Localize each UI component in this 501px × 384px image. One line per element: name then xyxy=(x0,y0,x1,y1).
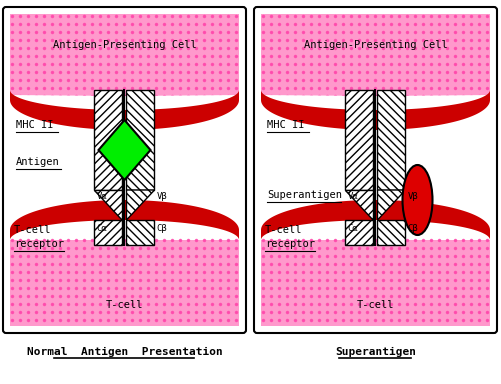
Text: Vα: Vα xyxy=(96,192,107,201)
Text: T-cell: T-cell xyxy=(106,300,143,310)
Bar xyxy=(377,90,405,190)
Ellipse shape xyxy=(402,165,432,235)
Bar xyxy=(126,220,154,245)
Bar xyxy=(261,14,489,99)
Bar xyxy=(94,90,122,190)
Text: MHC II: MHC II xyxy=(267,120,304,130)
Polygon shape xyxy=(94,190,122,220)
Text: Cα: Cα xyxy=(347,224,358,233)
Text: T-cell: T-cell xyxy=(356,300,393,310)
Bar xyxy=(345,220,373,245)
Polygon shape xyxy=(261,200,489,240)
Text: Vβ: Vβ xyxy=(407,192,417,201)
Bar xyxy=(345,90,373,190)
Bar xyxy=(377,90,405,190)
Polygon shape xyxy=(126,190,154,220)
Bar xyxy=(345,220,373,245)
Text: Vβ: Vβ xyxy=(156,192,167,201)
Bar xyxy=(126,90,154,190)
Bar xyxy=(126,220,154,245)
Bar xyxy=(10,240,238,326)
Polygon shape xyxy=(98,120,150,180)
Polygon shape xyxy=(10,95,238,115)
Text: receptor: receptor xyxy=(14,239,64,249)
FancyBboxPatch shape xyxy=(3,7,245,333)
Text: receptor: receptor xyxy=(265,239,314,249)
Bar xyxy=(377,220,405,245)
Bar xyxy=(94,90,122,190)
Text: Cβ: Cβ xyxy=(407,224,417,233)
Bar xyxy=(94,220,122,245)
Text: MHC II: MHC II xyxy=(16,120,54,130)
Text: Superantigen: Superantigen xyxy=(334,347,415,357)
Text: Superantigen: Superantigen xyxy=(267,190,341,200)
Text: Antigen-Presenting Cell: Antigen-Presenting Cell xyxy=(303,40,446,50)
Text: Cβ: Cβ xyxy=(156,224,167,233)
Polygon shape xyxy=(377,190,405,220)
Bar xyxy=(10,14,238,99)
Polygon shape xyxy=(261,90,489,130)
Text: Vα: Vα xyxy=(347,192,358,201)
FancyBboxPatch shape xyxy=(254,7,496,333)
Text: Antigen-Presenting Cell: Antigen-Presenting Cell xyxy=(53,40,196,50)
Polygon shape xyxy=(10,200,238,240)
Bar xyxy=(261,240,489,326)
Polygon shape xyxy=(261,220,489,240)
Text: Normal  Antigen  Presentation: Normal Antigen Presentation xyxy=(27,347,222,357)
Text: T-cell: T-cell xyxy=(14,225,52,235)
Polygon shape xyxy=(10,220,238,240)
Text: T-cell: T-cell xyxy=(265,225,302,235)
Text: Cα: Cα xyxy=(96,224,107,233)
Bar xyxy=(94,220,122,245)
Bar xyxy=(126,90,154,190)
Polygon shape xyxy=(10,90,238,130)
Polygon shape xyxy=(345,190,373,220)
Bar xyxy=(345,90,373,190)
Text: Antigen: Antigen xyxy=(16,157,60,167)
Polygon shape xyxy=(261,95,489,115)
Bar xyxy=(377,220,405,245)
